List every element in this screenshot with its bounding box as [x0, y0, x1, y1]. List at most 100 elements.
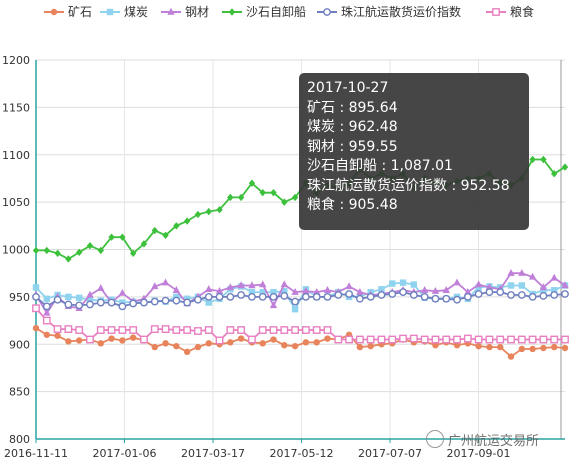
- data-point: [161, 296, 170, 305]
- data-point: [561, 290, 569, 298]
- legend-item[interactable]: 沙石自卸船: [222, 4, 306, 19]
- data-point: [280, 280, 289, 288]
- data-point: [431, 335, 440, 344]
- data-point: [248, 281, 256, 289]
- y-tick-label: 1050: [2, 196, 30, 209]
- data-point: [518, 282, 526, 289]
- data-point: [301, 292, 310, 301]
- data-point: [409, 291, 418, 299]
- data-point: [259, 288, 266, 296]
- legend[interactable]: 矿石 煤炭 钢材 沙石自卸船 珠江航运散货运价指数 粮食: [44, 4, 534, 19]
- data-point: [42, 302, 51, 311]
- x-tick-label: 2017-03-17: [181, 447, 245, 460]
- watermark: 广州航运交易所: [426, 428, 539, 450]
- data-point: [496, 288, 505, 297]
- legend-item[interactable]: 珠江航运散货运价指数: [317, 4, 461, 19]
- data-point: [43, 308, 51, 316]
- data-point: [431, 294, 440, 303]
- data-point: [529, 345, 536, 353]
- data-point: [129, 334, 137, 341]
- data-point: [32, 324, 40, 332]
- legend-item[interactable]: 粮食: [486, 4, 534, 19]
- data-point: [442, 294, 451, 303]
- data-point: [388, 290, 397, 298]
- data-point: [540, 287, 547, 294]
- data-point: [183, 298, 192, 307]
- data-point: [399, 334, 407, 343]
- data-point: [551, 343, 558, 351]
- data-point: [281, 198, 288, 206]
- data-point: [258, 292, 267, 301]
- wechat-icon: [426, 430, 444, 448]
- data-point: [432, 341, 439, 349]
- data-point: [108, 335, 115, 342]
- data-point: [65, 293, 72, 301]
- legend-item[interactable]: 煤炭: [100, 5, 148, 19]
- data-point: [204, 326, 213, 334]
- data-point: [561, 335, 569, 344]
- data-point: [463, 334, 472, 343]
- data-point: [173, 342, 180, 350]
- data-point: [281, 341, 288, 349]
- data-point: [54, 332, 61, 339]
- data-point: [474, 335, 483, 344]
- data-point: [345, 290, 353, 298]
- data-point: [194, 295, 202, 304]
- data-point: [496, 335, 505, 344]
- data-point: [529, 155, 536, 164]
- data-point: [453, 295, 461, 304]
- data-point: [356, 287, 364, 295]
- data-point: [75, 326, 84, 334]
- data-point: [324, 335, 331, 342]
- data-point: [194, 210, 202, 219]
- data-point: [312, 287, 321, 295]
- y-tick-label: 1000: [2, 244, 30, 257]
- data-point: [485, 283, 494, 291]
- data-point: [507, 353, 515, 360]
- data-point: [237, 193, 245, 202]
- data-point: [507, 282, 515, 289]
- data-point: [32, 292, 40, 301]
- data-point: [539, 283, 548, 291]
- data-point: [226, 283, 235, 291]
- data-point: [551, 287, 558, 294]
- data-point: [194, 327, 202, 335]
- data-point: [492, 8, 500, 16]
- data-point: [270, 288, 277, 296]
- data-point: [172, 286, 181, 293]
- data-point: [561, 344, 569, 352]
- data-point: [345, 282, 353, 290]
- data-point: [172, 296, 181, 305]
- data-point: [442, 335, 451, 344]
- data-point: [151, 226, 158, 235]
- legend-item[interactable]: 矿石: [44, 5, 92, 19]
- legend-label: 珠江航运散货运价指数: [341, 4, 461, 19]
- data-point: [32, 304, 40, 313]
- data-point: [106, 8, 114, 16]
- y-tick-label: 1100: [2, 149, 30, 162]
- data-point: [43, 331, 50, 338]
- data-point: [248, 335, 256, 344]
- data-point: [205, 207, 212, 216]
- tooltip-line: 沙石自卸船 : 1,087.01: [307, 158, 453, 174]
- data-point: [302, 286, 310, 294]
- data-point: [248, 179, 256, 187]
- y-tick-label: 900: [9, 338, 30, 351]
- data-point: [118, 302, 127, 311]
- x-tick-label: 2017-07-07: [358, 447, 422, 460]
- data-point: [291, 193, 299, 202]
- legend-label: 粮食: [510, 4, 534, 19]
- y-tick-label: 800: [9, 433, 30, 446]
- data-point: [291, 297, 300, 306]
- data-point: [431, 286, 440, 294]
- legend-item[interactable]: 钢材: [161, 5, 209, 19]
- data-point: [140, 335, 148, 344]
- data-point: [291, 305, 299, 313]
- data-point: [280, 292, 289, 300]
- data-point: [237, 326, 246, 334]
- data-point: [518, 268, 526, 276]
- data-point: [228, 8, 236, 16]
- data-point: [302, 339, 310, 346]
- data-point: [291, 342, 299, 350]
- data-point: [215, 292, 224, 301]
